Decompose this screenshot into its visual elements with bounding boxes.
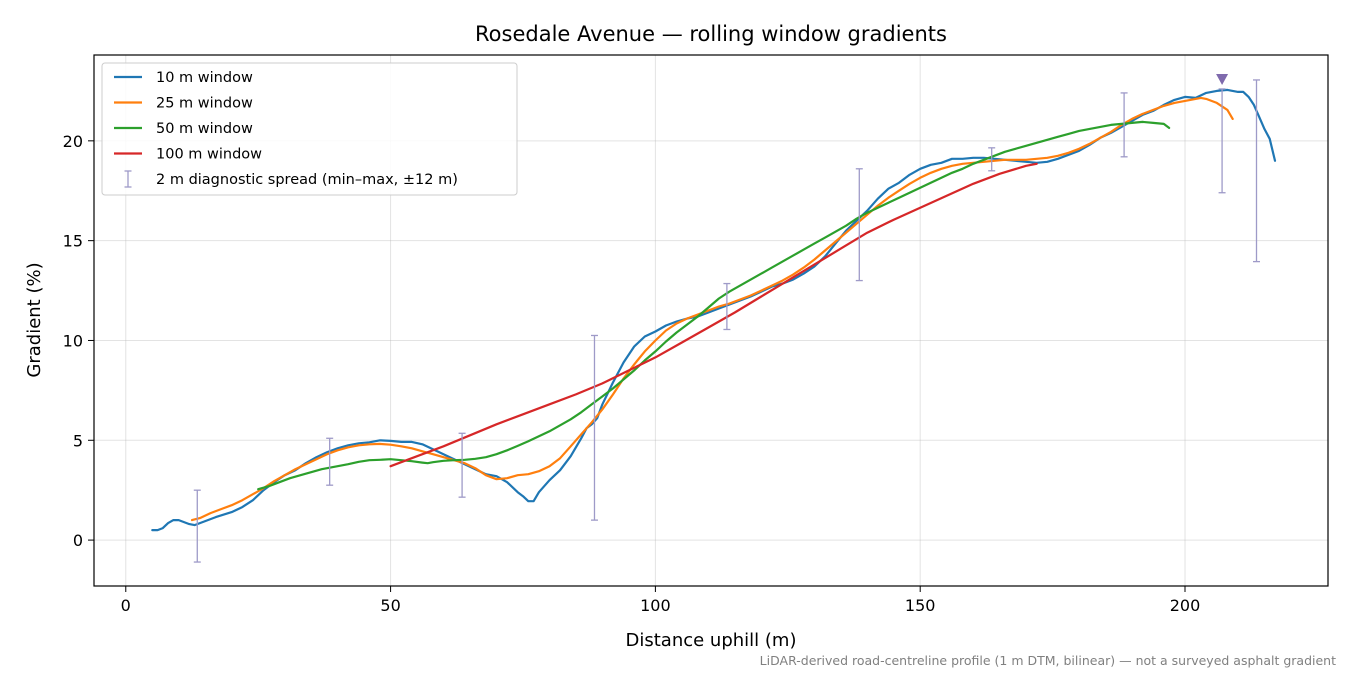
y-tick-label: 15 — [63, 232, 83, 251]
peak-marker-icon — [1216, 73, 1229, 85]
spread-errorbar — [723, 282, 731, 331]
series-line-25-m-window — [190, 96, 1234, 522]
series-lines — [151, 88, 1277, 532]
y-axis-ticks: 0 5 10 15 20 — [63, 132, 94, 550]
legend-box — [101, 62, 518, 196]
spread-errorbar — [1253, 79, 1261, 263]
footnote: LiDAR-derived road-centreline profile (1… — [760, 653, 1336, 668]
x-axis-ticks: 0 50 100 150 200 — [121, 586, 1201, 615]
spread-errorbar — [326, 437, 334, 486]
diagnostic-spread — [193, 79, 1261, 563]
x-tick-label: 100 — [640, 596, 671, 615]
y-tick-label: 5 — [73, 431, 83, 450]
y-tick-label: 10 — [63, 331, 83, 350]
spread-errorbar — [1218, 88, 1226, 194]
marker-layer — [1216, 73, 1229, 85]
legend-label: 10 m window — [156, 70, 253, 86]
spread-errorbar — [855, 168, 863, 282]
x-tick-label: 0 — [121, 596, 131, 615]
legend-label: 50 m window — [156, 121, 253, 137]
grid — [94, 55, 1328, 586]
x-tick-label: 200 — [1170, 596, 1201, 615]
spread-errorbar — [988, 147, 996, 172]
x-axis-label: Distance uphill (m) — [626, 630, 797, 651]
plot-frame — [93, 54, 1329, 587]
x-tick-label: 150 — [905, 596, 936, 615]
series-line-50-m-window — [257, 120, 1171, 491]
legend-label: 2 m diagnostic spread (min–max, ±12 m) — [156, 172, 458, 188]
spread-errorbar — [1120, 92, 1128, 158]
y-tick-label: 20 — [63, 132, 83, 151]
series-line-100-m-window — [389, 162, 1038, 468]
x-tick-label: 50 — [380, 596, 400, 615]
chart-title: Rosedale Avenue — rolling window gradien… — [475, 22, 947, 46]
spread-errorbar — [193, 489, 201, 563]
spread-errorbar — [590, 334, 598, 521]
legend-label: 100 m window — [156, 147, 262, 163]
spread-errorbar — [458, 432, 466, 498]
legend: 10 m window 25 m window 50 m window 100 m w… — [101, 62, 518, 196]
legend-label: 25 m window — [156, 96, 253, 112]
y-tick-label: 0 — [73, 531, 83, 550]
y-axis-label: Gradient (%) — [24, 262, 45, 377]
